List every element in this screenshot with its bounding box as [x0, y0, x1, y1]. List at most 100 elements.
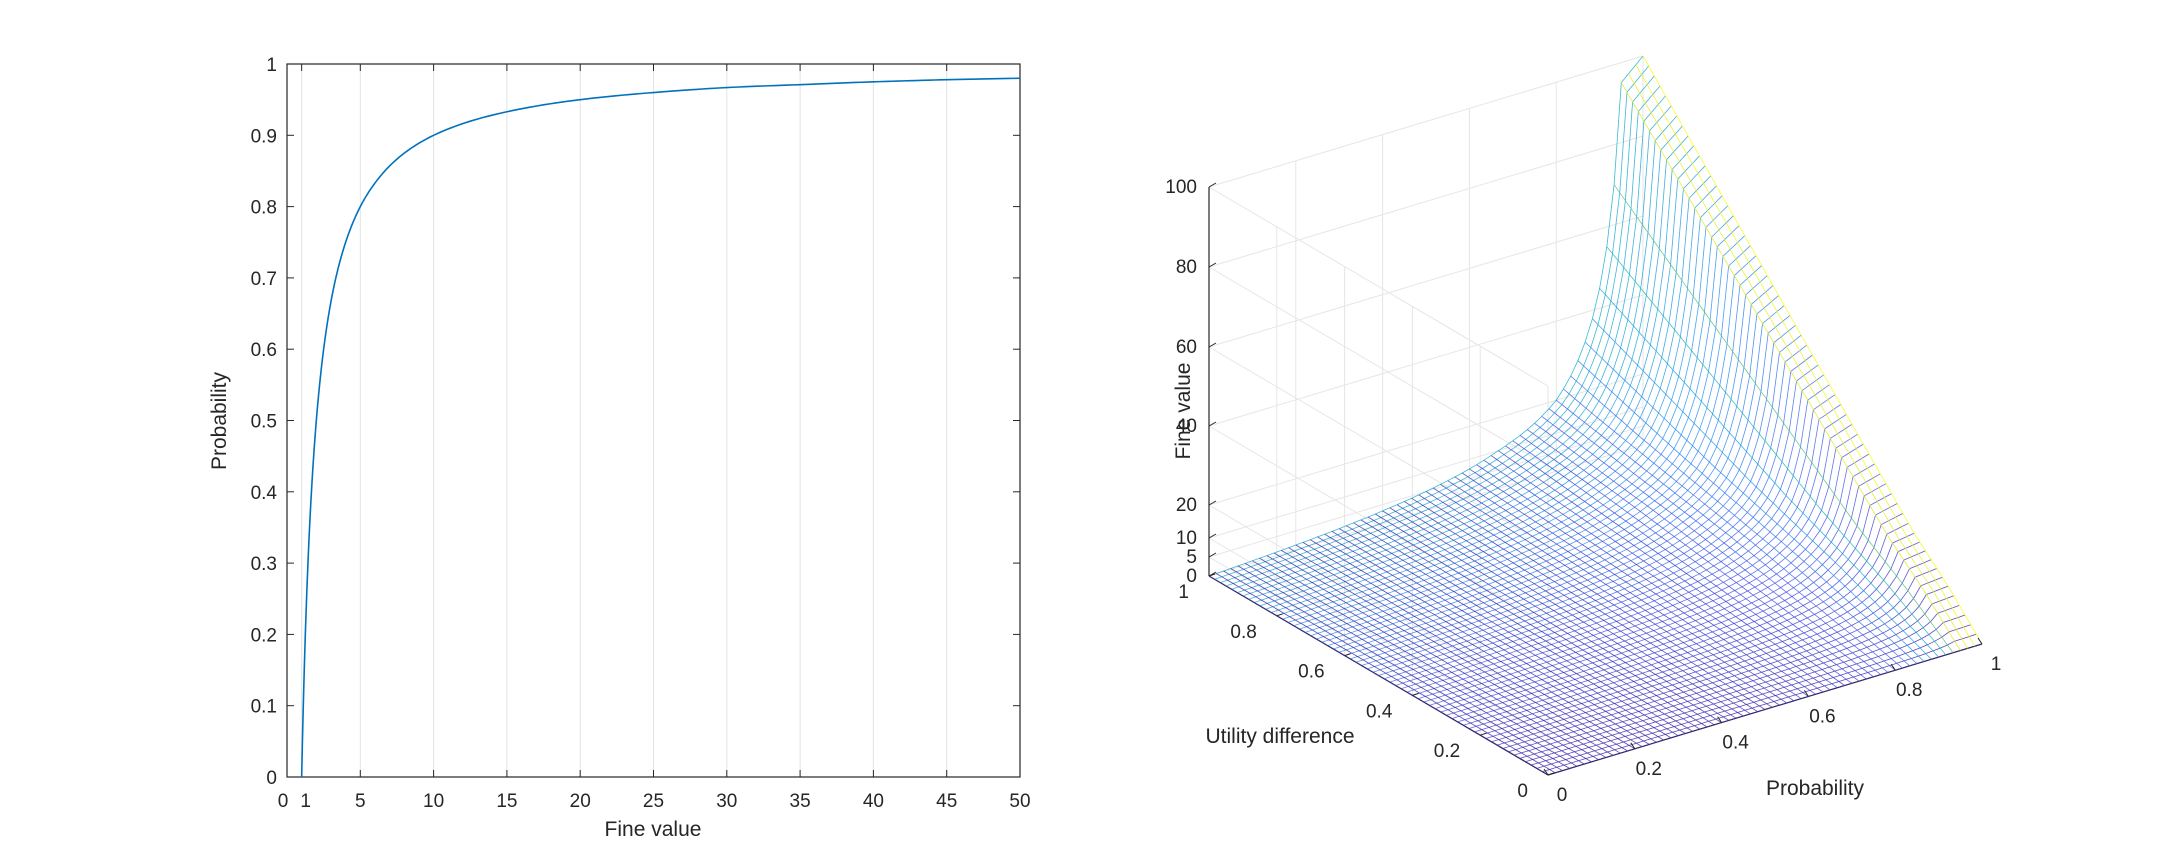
surface-chart-x-tick-label: 0.4	[1722, 733, 1749, 754]
surface-chart-mesh-line	[1259, 557, 1599, 761]
surface-chart-axes	[1208, 187, 1983, 776]
surface-chart-mesh-line	[1231, 95, 1666, 590]
surface-chart-mesh-line	[1293, 205, 1729, 627]
line-chart-x-tick-label: 15	[496, 791, 517, 812]
surface-chart-x-tick-label: 0.8	[1896, 680, 1922, 701]
surface-chart-mesh-line	[1613, 184, 1954, 653]
surface-chart-x-tick-mark	[1977, 637, 1983, 645]
surface-chart-mesh-line	[1432, 487, 1773, 708]
surface-chart-y-tick-label: 0.8	[1230, 622, 1256, 643]
surface-chart-mesh-line	[1389, 507, 1730, 721]
surface-chart-mesh-line	[1396, 504, 1737, 719]
surface-chart-mesh-line	[1215, 573, 1556, 774]
surface-chart-mesh-line	[1338, 528, 1679, 737]
surface-chart-x-axis-label: Probability	[1766, 777, 1865, 800]
line-chart-x-tick-label: 0	[278, 791, 289, 812]
line-chart-y-tick-label: 1	[266, 55, 277, 76]
surface-chart-x-tick-mark	[1543, 768, 1549, 776]
surface-chart-mesh-line	[1248, 125, 1683, 600]
surface-chart-mesh-line	[1375, 513, 1715, 726]
surface-chart-y-tick-label: 1	[1178, 582, 1189, 603]
surface-chart-mesh-line	[1271, 165, 1706, 613]
line-chart-y-tick-label: 0.7	[251, 269, 277, 290]
surface-chart-mesh-line	[1570, 375, 1910, 667]
surface-chart-gridline	[1208, 346, 1549, 547]
surface-chart-mesh-line	[1208, 575, 1549, 776]
surface-chart-gridline	[1208, 266, 1549, 467]
surface-chart-ticks: 05102040608010000.20.40.60.8100.20.40.60…	[1165, 177, 2001, 806]
surface-chart-mesh-line	[1541, 416, 1881, 675]
surface-chart-mesh-line	[1469, 468, 1809, 697]
surface-chart-mesh-line	[1225, 85, 1661, 587]
surface-chart-z-tick-label: 5	[1186, 547, 1197, 568]
surface-chart-z-tick-label: 10	[1176, 528, 1197, 549]
surface-chart-mesh-line	[1620, 82, 1961, 651]
surface-chart-mesh-line	[1302, 542, 1643, 747]
line-chart-y-tick-label: 0.8	[251, 198, 277, 219]
surface-chart-x-tick-mark	[1717, 716, 1723, 723]
surface-chart-mesh-line	[1440, 484, 1780, 706]
surface-chart-y-axis-label: Utility difference	[1205, 725, 1354, 748]
surface-chart-x-tick-mark	[1803, 690, 1809, 697]
surface-chart-mesh-line	[1498, 450, 1838, 689]
line-chart-x-tick-label: 35	[790, 791, 811, 812]
line-chart-y-tick-label: 0.2	[251, 625, 277, 646]
surface-chart-mesh-line	[1476, 464, 1816, 695]
line-chart-x-axis-label: Fine value	[605, 818, 702, 841]
surface-chart-z-tick-label: 100	[1165, 177, 1197, 198]
surface-chart-mesh-line	[1324, 533, 1664, 741]
surface-chart-mesh-line	[1265, 155, 1700, 610]
surface-chart-mesh-line	[1281, 550, 1621, 754]
surface-chart-x-tick-mark	[1890, 663, 1896, 671]
surface-chart-y-tick-mark	[1412, 692, 1419, 696]
surface-chart-mesh-line	[1266, 555, 1607, 758]
line-chart-y-ticks: 0 0.1 0.2 0.3 0.4 0.5 0.6 0.7 0.8 0.9 1	[251, 55, 1020, 789]
surface-chart-z-tick-mark	[1208, 262, 1217, 268]
surface-chart-z-tick-label: 60	[1176, 337, 1197, 358]
surface-chart-mesh-line	[1288, 547, 1628, 752]
surface-chart-z-tick-label: 80	[1176, 257, 1197, 278]
surface-chart-mesh-line	[1606, 246, 1947, 656]
surface-chart-gridline	[1208, 504, 1549, 705]
surface-chart-y-tick-mark	[1547, 772, 1555, 776]
surface-chart-mesh-line	[1355, 315, 1791, 663]
surface-chart-z-tick-label: 0	[1186, 566, 1197, 587]
surface-chart-gridline	[1208, 135, 1644, 268]
surface-chart-mesh-line	[1490, 455, 1831, 691]
surface-chart-gridline	[1208, 186, 1549, 387]
surface-chart-mesh-line	[1372, 344, 1808, 673]
line-chart-y-tick-label: 0.6	[251, 340, 277, 361]
surface-chart-mesh-line	[1592, 318, 1932, 660]
surface-chart-mesh-line	[1252, 560, 1592, 763]
surface-chart-mesh-line	[1425, 491, 1766, 710]
surface-chart-mesh-line	[1454, 476, 1795, 702]
surface-chart-mesh-line	[1542, 633, 1977, 773]
surface-chart-y-tick-mark	[1344, 653, 1351, 657]
line-chart-series-line	[300, 77, 1021, 778]
line-chart-x-tick-label: 10	[423, 791, 444, 812]
surface-chart: 05102040608010000.20.40.60.8100.20.40.60…	[1165, 55, 2001, 806]
surface-chart-mesh-line	[1555, 399, 1896, 671]
surface-chart-mesh-line	[1382, 510, 1722, 723]
line-chart-x-tick-label: 50	[1009, 791, 1030, 812]
surface-chart-gridline	[1208, 294, 1644, 427]
line-chart-y-tick-label: 0.4	[251, 483, 278, 504]
surface-chart-mesh-line	[1331, 531, 1672, 739]
surface-chart-mesh	[1208, 55, 1983, 776]
surface-chart-mesh-line	[1404, 501, 1744, 717]
surface-chart-mesh-line	[1628, 73, 1968, 649]
surface-chart-mesh-line	[1317, 536, 1657, 743]
surface-chart-mesh-line	[1295, 544, 1636, 750]
line-chart-x-tick-label: 25	[643, 791, 664, 812]
surface-chart-mesh-line	[1367, 516, 1708, 728]
surface-chart-mesh-line	[1497, 559, 1932, 746]
surface-chart-mesh-line	[1505, 445, 1845, 686]
surface-chart-z-tick-mark	[1208, 342, 1217, 348]
surface-chart-gridline	[1208, 556, 1549, 757]
surface-chart-mesh-line	[1237, 105, 1672, 593]
surface-chart-x-tick-label: 0.6	[1809, 706, 1835, 727]
surface-chart-mesh-line	[1237, 565, 1578, 767]
surface-chart-mesh-line	[1642, 55, 1983, 645]
line-chart-x-tick-label: 20	[570, 791, 591, 812]
surface-chart-mesh-line	[1346, 525, 1686, 734]
